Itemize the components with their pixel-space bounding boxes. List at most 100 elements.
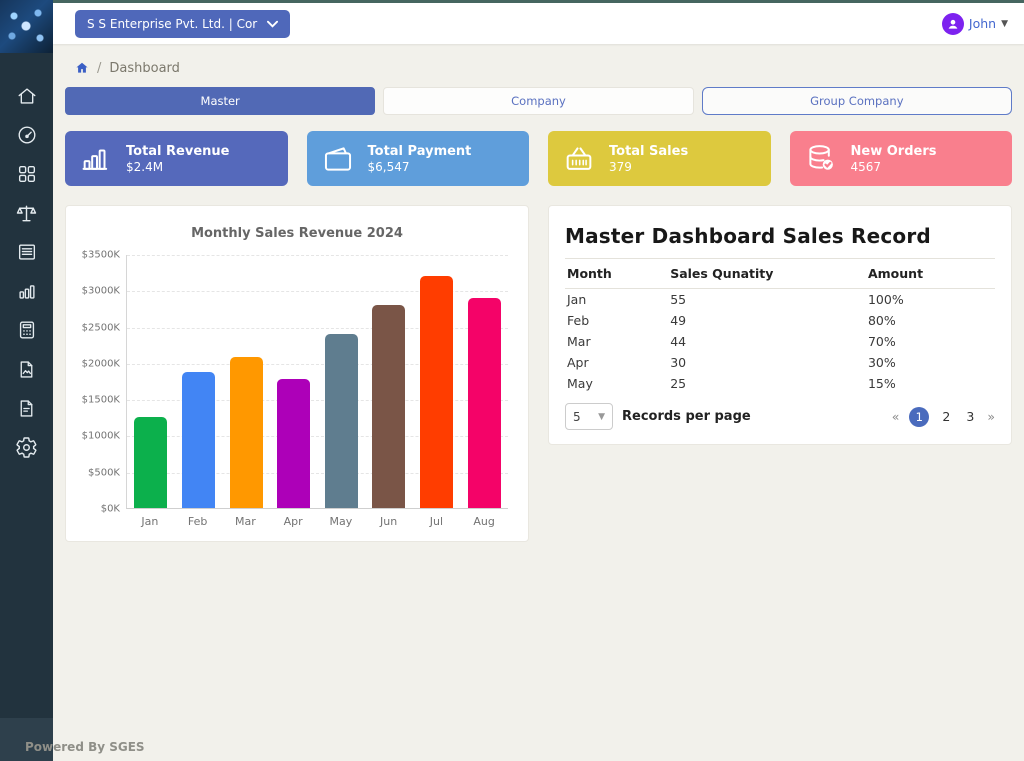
y-tick-label: $0K (101, 504, 120, 515)
table-row: Mar4470% (565, 331, 995, 352)
y-tick-label: $3500K (82, 250, 120, 261)
sales-record-panel: Master Dashboard Sales Record MonthSales… (548, 205, 1012, 445)
bar-column (365, 255, 413, 508)
chart-bars (127, 255, 508, 508)
table-cell: 30% (866, 352, 995, 373)
chart-y-axis: $3500K$3000K$2500K$2000K$1500K$1000K$500… (80, 255, 126, 509)
sidebar-item-settings[interactable] (9, 436, 45, 458)
table-cell: Mar (565, 331, 668, 352)
bar-chart-icon (79, 142, 113, 176)
stat-card-total-sales: Total Sales 379 (548, 131, 771, 186)
page-content: / Dashboard Master Company Group Company… (53, 44, 1024, 761)
app-logo (0, 0, 53, 53)
bar-jan (134, 417, 167, 508)
table-cell: Apr (565, 352, 668, 373)
stat-card-new-orders: New Orders 4567 (790, 131, 1013, 186)
column-header: Month (565, 259, 668, 289)
table-cell: 49 (668, 310, 866, 331)
sidebar-item-apps[interactable] (9, 163, 45, 185)
balance-scale-icon (15, 202, 38, 225)
bar-chart-icon (16, 280, 38, 302)
bar-column (270, 255, 318, 508)
table-row: Apr3030% (565, 352, 995, 373)
stat-card-value: $6,547 (368, 160, 472, 175)
table-cell: Jan (565, 289, 668, 311)
chart: $3500K$3000K$2500K$2000K$1500K$1000K$500… (80, 255, 514, 509)
x-tick-label: Jan (126, 515, 174, 528)
bar-feb (182, 372, 215, 508)
stat-card-title: Total Revenue (126, 143, 230, 160)
user-name: John (969, 16, 996, 31)
table-cell: 15% (866, 373, 995, 394)
wallet-icon (321, 142, 355, 176)
sidebar-item-file-text[interactable] (9, 397, 45, 419)
tab-group-company[interactable]: Group Company (702, 87, 1012, 115)
table-cell: May (565, 373, 668, 394)
y-tick-label: $3000K (82, 286, 120, 297)
records-per-page: 5 ▼ Records per page (565, 403, 751, 430)
chevron-down-icon (267, 20, 278, 28)
stat-card-value: 379 (609, 160, 688, 175)
sidebar-item-analytics[interactable] (9, 280, 45, 302)
apps-grid-icon (16, 163, 38, 185)
column-header: Amount (866, 259, 995, 289)
bar-mar (230, 357, 263, 508)
sales-chart-panel: Monthly Sales Revenue 2024 $3500K$3000K$… (65, 205, 529, 542)
sidebar-item-calculator[interactable] (9, 319, 45, 341)
bar-column (460, 255, 508, 508)
table-cell: 44 (668, 331, 866, 352)
bar-column (222, 255, 270, 508)
bar-column (127, 255, 175, 508)
x-tick-label: Feb (174, 515, 222, 528)
sidebar-item-file-image[interactable] (9, 358, 45, 380)
table-cell: 30 (668, 352, 866, 373)
breadcrumb-current: Dashboard (109, 61, 180, 76)
home-icon[interactable] (75, 61, 89, 75)
tab-company[interactable]: Company (383, 87, 693, 115)
stat-card-total-revenue: Total Revenue $2.4M (65, 131, 288, 186)
report-list-icon (16, 241, 38, 263)
company-select[interactable]: S S Enterprise Pvt. Ltd. | Cor (75, 10, 290, 38)
bar-aug (468, 298, 501, 508)
table-cell: 70% (866, 331, 995, 352)
dashboard-panels: Monthly Sales Revenue 2024 $3500K$3000K$… (65, 205, 1012, 542)
sidebar-item-home[interactable] (9, 85, 45, 107)
pagination-page-2[interactable]: 2 (939, 409, 953, 424)
sidebar-item-reports[interactable] (9, 241, 45, 263)
y-tick-label: $500K (88, 467, 120, 478)
database-check-icon (804, 142, 838, 176)
chart-plot-area (126, 255, 508, 509)
y-tick-label: $2000K (82, 358, 120, 369)
x-tick-label: Apr (269, 515, 317, 528)
tab-master[interactable]: Master (65, 87, 375, 115)
pagination-page-1[interactable]: 1 (909, 407, 929, 427)
user-menu-caret-icon: ▼ (1001, 19, 1008, 29)
stat-card-value: 4567 (851, 160, 937, 175)
bar-column (413, 255, 461, 508)
gauge-icon (16, 124, 38, 146)
calculator-icon (16, 319, 38, 341)
powered-by-text: Powered By SGES (25, 740, 145, 754)
breadcrumb-separator: / (97, 61, 101, 76)
sidebar-item-dashboard[interactable] (9, 124, 45, 146)
bar-jun (372, 305, 405, 508)
pagination-next[interactable]: » (987, 409, 995, 424)
user-icon (946, 17, 960, 31)
main-area: S S Enterprise Pvt. Ltd. | Cor John ▼ / … (53, 0, 1024, 761)
stat-card-total-payment: Total Payment $6,547 (307, 131, 530, 186)
user-menu[interactable]: John ▼ (942, 13, 1008, 35)
table-footer: 5 ▼ Records per page « 123 » (565, 403, 995, 430)
gear-icon (15, 436, 38, 459)
x-tick-label: May (317, 515, 365, 528)
sidebar-item-ledger[interactable] (9, 202, 45, 224)
records-per-page-select[interactable]: 5 ▼ (565, 403, 613, 430)
bar-jul (420, 276, 453, 508)
sales-table: MonthSales QunatityAmount Jan55100%Feb49… (565, 258, 995, 394)
pagination-page-3[interactable]: 3 (963, 409, 977, 424)
table-cell: 25 (668, 373, 866, 394)
stat-cards: Total Revenue $2.4M Total Payment $6,547… (65, 131, 1012, 186)
pagination-prev[interactable]: « (892, 409, 900, 424)
x-tick-label: Aug (460, 515, 508, 528)
bar-apr (277, 379, 310, 508)
y-tick-label: $2500K (82, 322, 120, 333)
